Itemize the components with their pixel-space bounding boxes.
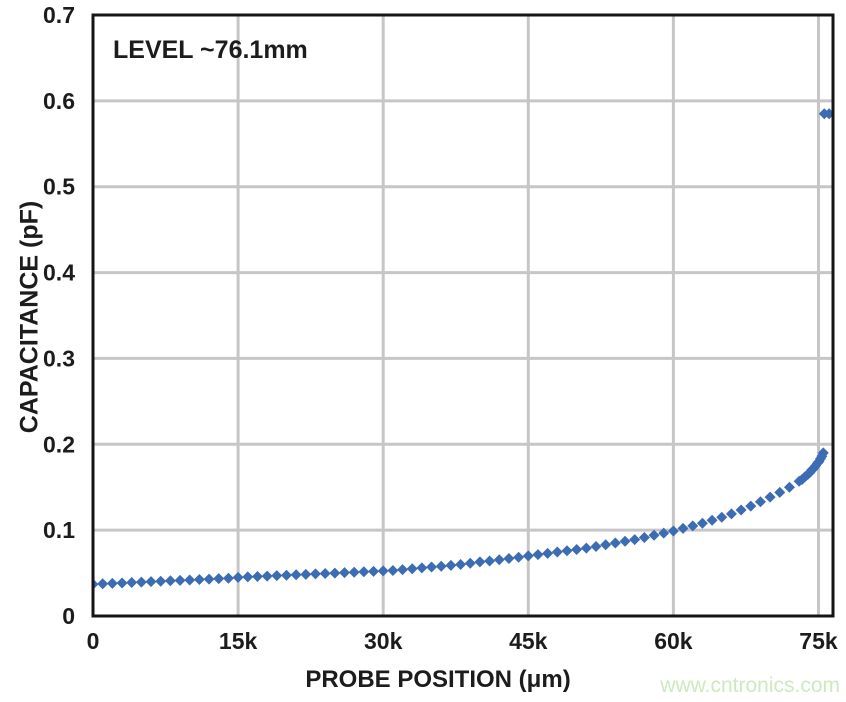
data-point-marker [600,539,612,551]
data-point-marker [358,566,370,578]
data-point-marker [280,569,292,581]
data-point-marker [232,571,244,583]
data-point-marker [348,566,360,578]
data-point-marker [309,568,321,580]
data-point-marker [522,550,534,562]
level-annotation: LEVEL ~76.1mm [113,36,308,64]
data-point-marker [126,577,138,589]
data-point-marker [609,537,621,549]
data-point-marker [397,564,409,576]
data-point-marker [648,529,660,541]
data-point-marker [783,481,795,493]
data-point-marker [745,500,757,512]
gridlines [91,13,833,618]
data-point-marker [725,508,737,520]
x-tick-label: 15k [219,628,258,654]
data-point-marker [155,575,167,587]
data-point-marker [368,565,380,577]
y-tick-label: 0.4 [43,260,75,286]
data-point-marker [290,569,302,581]
data-point-marker [184,574,196,586]
data-point-marker [561,545,573,557]
data-point-marker [823,108,833,120]
y-tick-label: 0.1 [43,517,75,543]
data-point-marker [706,514,718,526]
data-point-marker [193,574,205,586]
y-tick-label: 0.5 [43,174,75,200]
data-point-marker [687,520,699,532]
data-point-marker [416,562,428,574]
data-point-marker [271,570,283,582]
data-point-marker [571,543,583,555]
plot-frame [91,13,835,618]
data-point-marker [590,540,602,552]
data-point-marker [619,535,631,547]
y-tick-label: 0.6 [43,88,75,114]
x-tick-label: 75k [799,628,838,654]
data-point-marker [580,542,592,554]
data-point-marker [222,572,234,584]
data-point-marker [716,511,728,523]
data-point-marker [203,573,215,585]
data-point-marker [658,527,670,539]
data-point-marker [426,561,438,573]
data-point-marker [164,575,176,587]
data-point-marker [435,560,447,572]
data-point-marker [106,577,118,589]
data-point-marker [377,565,389,577]
data-point-marker [484,555,496,567]
data-point-marker [774,486,786,498]
data-point-marker [503,552,515,564]
y-tick-label: 0.3 [43,345,75,371]
data-point-marker [513,551,525,563]
data-point-marker [135,576,147,588]
data-point-marker [242,571,254,583]
data-point-marker [532,549,544,561]
data-point-marker [817,447,829,459]
data-point-marker [455,558,467,570]
data-point-marker [261,570,273,582]
x-axis-title: PROBE POSITION (μm) [305,666,571,693]
data-point-marker [474,556,486,568]
data-points [93,108,833,590]
data-point-marker [696,517,708,529]
data-point-marker [542,547,554,559]
data-point-marker [464,557,476,569]
data-point-marker [213,573,225,585]
data-point-marker [251,571,263,583]
y-axis-title: CAPACITANCE (pF) [15,200,44,434]
y-tick-label: 0.7 [43,2,75,28]
data-point-marker [319,568,331,580]
data-point-marker [406,563,418,575]
data-point-marker [551,546,563,558]
watermark: www.cntronics.com [660,674,840,697]
data-point-marker [339,567,351,579]
data-point-marker [300,568,312,580]
data-point-marker [754,496,766,508]
data-point-marker [638,531,650,543]
data-point-marker [145,576,157,588]
data-point-marker [445,559,457,571]
x-tick-label: 45k [509,628,548,654]
y-tick-label: 0 [62,603,75,629]
data-point-marker [174,574,186,586]
data-point-marker [667,525,679,537]
y-tick-label: 0.2 [43,431,75,457]
x-tick-label: 0 [87,628,100,654]
data-point-marker [629,534,641,546]
data-point-marker [116,577,128,589]
data-point-marker [97,578,109,590]
data-point-marker [677,522,689,534]
x-tick-label: 60k [654,628,693,654]
data-point-marker [735,504,747,516]
data-point-marker [493,554,505,566]
data-point-marker [387,564,399,576]
data-point-marker [329,567,341,579]
data-point-marker [764,491,776,503]
x-tick-label: 30k [364,628,403,654]
